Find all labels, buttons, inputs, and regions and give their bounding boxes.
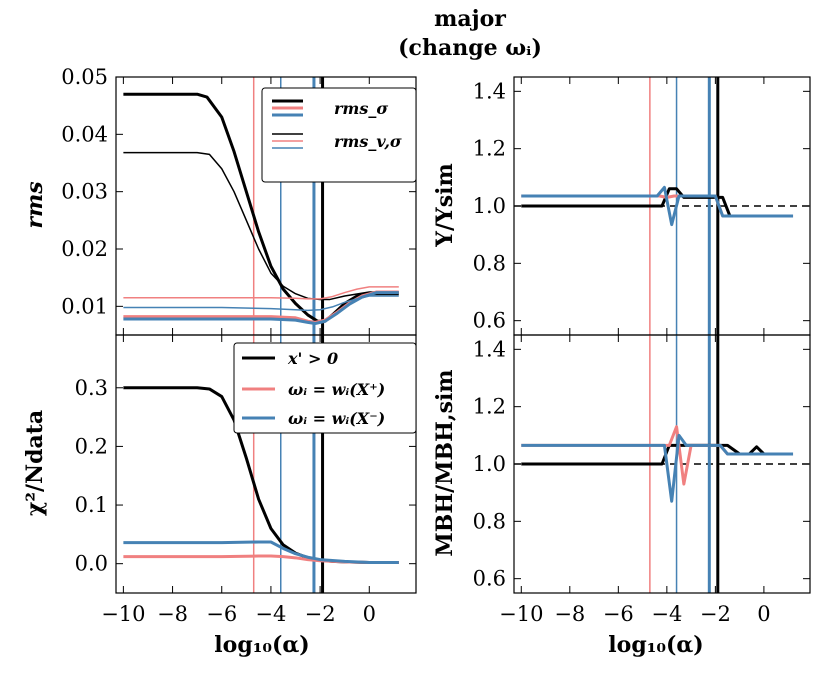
chi2-ylabel: χ²/Ndata xyxy=(22,410,48,516)
chi2-ytick-label-0: 0.0 xyxy=(75,552,108,576)
chi2-legend-box xyxy=(233,342,417,434)
mbh-xtick-label-1: −8 xyxy=(554,602,585,626)
mbh-panel: 0.6 0.8 1.0 1.2 1.4 −10 −8 −6 −4 −2 0 xyxy=(473,334,811,626)
mbh-series-0 xyxy=(521,443,794,466)
mbh-xtick-label-2: −6 xyxy=(603,602,634,626)
chi2-legend: x' > 0 ωᵢ = wᵢ(X⁺) ωᵢ = wᵢ(X⁻) xyxy=(233,342,417,434)
chi2-panel: 0.0 0.1 0.2 0.3 −10 −8 −6 −4 −2 0 xyxy=(75,334,417,626)
chi2-series-2 xyxy=(123,540,399,565)
chi2-ytick-label-3: 0.3 xyxy=(75,376,108,400)
mbh-xtick-label-3: −4 xyxy=(651,602,682,626)
rms-ytick-label-4: 0.05 xyxy=(61,65,108,89)
chi2-frame xyxy=(115,334,417,594)
chi2-legend-label-1: x' > 0 xyxy=(287,349,338,368)
upsilon-ytick-label-0: 0.6 xyxy=(473,309,506,333)
chi2-ytick-label-1: 0.1 xyxy=(75,493,108,517)
upsilon-series-0 xyxy=(521,187,794,218)
rms-ylabel: rms xyxy=(22,181,48,228)
chi2-ytick-label-2: 0.2 xyxy=(75,434,108,458)
rms-series-5 xyxy=(123,295,399,312)
rms-ytick-label-3: 0.04 xyxy=(61,122,108,146)
mbh-ytick-label-0: 0.6 xyxy=(473,567,506,591)
chi2-xtick-label-1: −8 xyxy=(157,602,188,626)
upsilon-ylabel: Υ/Υsim xyxy=(432,163,458,247)
rms-ytick-label-2: 0.03 xyxy=(61,180,108,204)
chi2-xtick-label-0: −10 xyxy=(101,602,145,626)
chi2-legend-label-2: ωᵢ = wᵢ(X⁺) xyxy=(288,380,385,399)
rms-legend-box xyxy=(261,87,417,183)
rms-legend-label-1: rms_σ xyxy=(334,99,388,118)
mbh-ytick-label-2: 1.0 xyxy=(473,452,506,476)
upsilon-plot-area xyxy=(514,77,810,335)
upsilon-ytick-label-4: 1.4 xyxy=(473,79,506,103)
rms-ytick-label-1: 0.02 xyxy=(61,237,108,261)
mbh-ylabel: MBH/MBH,sim xyxy=(432,369,458,556)
mbh-ytick-label-3: 1.2 xyxy=(473,395,506,419)
upsilon-ytick-label-3: 1.2 xyxy=(473,137,506,161)
mbh-xtick-label-5: 0 xyxy=(757,602,770,626)
left-xlabel: log₁₀(α) xyxy=(214,632,309,658)
figure-title-line2: (change ωᵢ) xyxy=(398,35,542,61)
mbh-xtick-label-4: −2 xyxy=(700,602,731,626)
chi2-xtick-label-2: −6 xyxy=(206,602,237,626)
chi2-xtick-label-5: 0 xyxy=(363,602,376,626)
upsilon-ytick-label-1: 0.8 xyxy=(473,251,506,275)
upsilon-panel: 0.6 0.8 1.0 1.2 1.4 xyxy=(473,76,811,336)
chi2-xtick-label-3: −4 xyxy=(255,602,286,626)
rms-legend-label-2: rms_v,σ xyxy=(334,132,402,151)
chi2-legend-label-3: ωᵢ = wᵢ(X⁻) xyxy=(288,409,385,428)
mbh-ytick-label-4: 1.4 xyxy=(473,337,506,361)
upsilon-ytick-label-2: 1.0 xyxy=(473,194,506,218)
rms-series-1 xyxy=(123,151,399,301)
mbh-plot-area xyxy=(514,335,810,593)
mbh-series-2 xyxy=(521,433,794,503)
mbh-ytick-label-1: 0.8 xyxy=(473,509,506,533)
right-xlabel: log₁₀(α) xyxy=(608,632,703,658)
rms-legend: rms_σ rms_v,σ xyxy=(261,87,417,183)
rms-ytick-label-0: 0.01 xyxy=(61,294,108,318)
rms-series-3 xyxy=(123,286,399,300)
figure-title-line1: major xyxy=(434,6,506,32)
upsilon-series-2 xyxy=(521,185,794,227)
mbh-xtick-label-0: −10 xyxy=(499,602,543,626)
chi2-xtick-label-4: −2 xyxy=(305,602,336,626)
